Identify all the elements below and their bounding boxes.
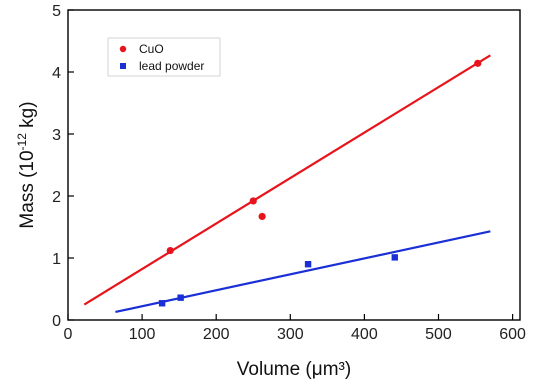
y-axis-ticks: 0 1 2 3 4 5 xyxy=(52,3,74,330)
y-tick-label: 4 xyxy=(52,65,61,82)
point-lead-powder xyxy=(177,294,184,301)
x-tick-label: 100 xyxy=(129,326,156,343)
x-tick-label: 300 xyxy=(277,326,304,343)
x-tick-label: 500 xyxy=(425,326,452,343)
x-axis-title: Volume (μm³) xyxy=(237,359,351,380)
point-cuo xyxy=(249,197,257,205)
legend-marker-lead-powder xyxy=(120,63,126,69)
fit-line-lead-powder xyxy=(115,230,491,314)
x-tick-label: 400 xyxy=(351,326,378,343)
legend-label-lead-powder: lead powder xyxy=(139,59,204,73)
y-axis-title: Mass (10-12 kg) xyxy=(15,101,38,228)
y-tick-label: 5 xyxy=(52,3,61,20)
y-tick-label: 1 xyxy=(52,251,61,268)
data-points xyxy=(158,59,482,307)
fit-lines xyxy=(83,54,491,314)
y-tick-label: 3 xyxy=(52,127,61,144)
x-axis-ticks: 0 100 200 300 400 500 600 xyxy=(64,314,526,343)
legend-label-cuo: CuO xyxy=(139,42,164,56)
plot-frame xyxy=(67,9,521,321)
y-axis-title-main: Mass (10 xyxy=(17,150,38,228)
legend-box xyxy=(107,37,221,77)
legend-marker-cuo xyxy=(119,45,127,53)
y-axis-title-exponent: -12 xyxy=(15,133,29,151)
x-tick-label: 0 xyxy=(64,326,73,343)
y-axis-title-unit: kg) xyxy=(17,101,38,133)
point-lead-powder xyxy=(304,261,312,268)
point-lead-powder xyxy=(391,254,398,261)
x-tick-label: 600 xyxy=(499,326,526,343)
point-cuo xyxy=(166,246,174,255)
point-cuo xyxy=(258,212,266,221)
point-cuo xyxy=(474,59,482,67)
x-tick-label: 200 xyxy=(203,326,230,343)
legend: CuO lead powder xyxy=(107,37,221,77)
fit-line-cuo xyxy=(83,54,491,306)
y-tick-label: 2 xyxy=(52,189,61,206)
y-tick-label: 0 xyxy=(52,313,61,330)
point-lead-powder xyxy=(158,300,166,307)
